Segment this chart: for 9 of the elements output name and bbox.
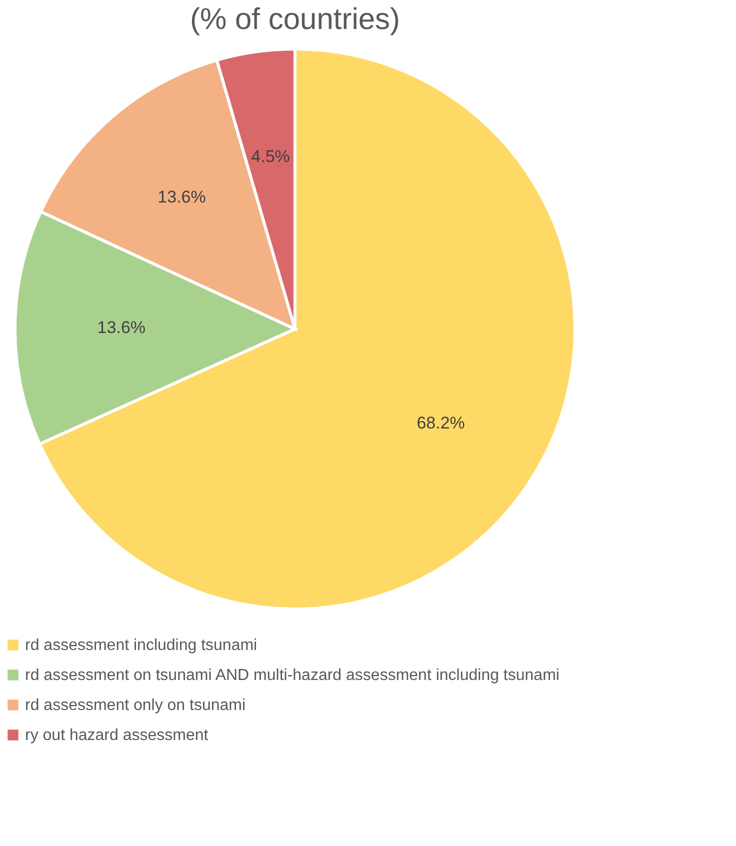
- legend-label: ry out hazard assessment: [25, 727, 209, 744]
- legend-label: rd assessment only on tsunami: [25, 697, 246, 714]
- data-label: 68.2%: [416, 413, 465, 432]
- data-label: 13.6%: [97, 318, 146, 338]
- legend-label: rd assessment including tsunami: [25, 637, 258, 654]
- chart-title: (% of countries): [190, 3, 400, 36]
- legend-label: rd assessment on tsunami AND multi-hazard assessment including tsunami: [25, 667, 560, 684]
- data-label: 13.6%: [158, 187, 206, 206]
- data-label: 4.5%: [251, 147, 290, 166]
